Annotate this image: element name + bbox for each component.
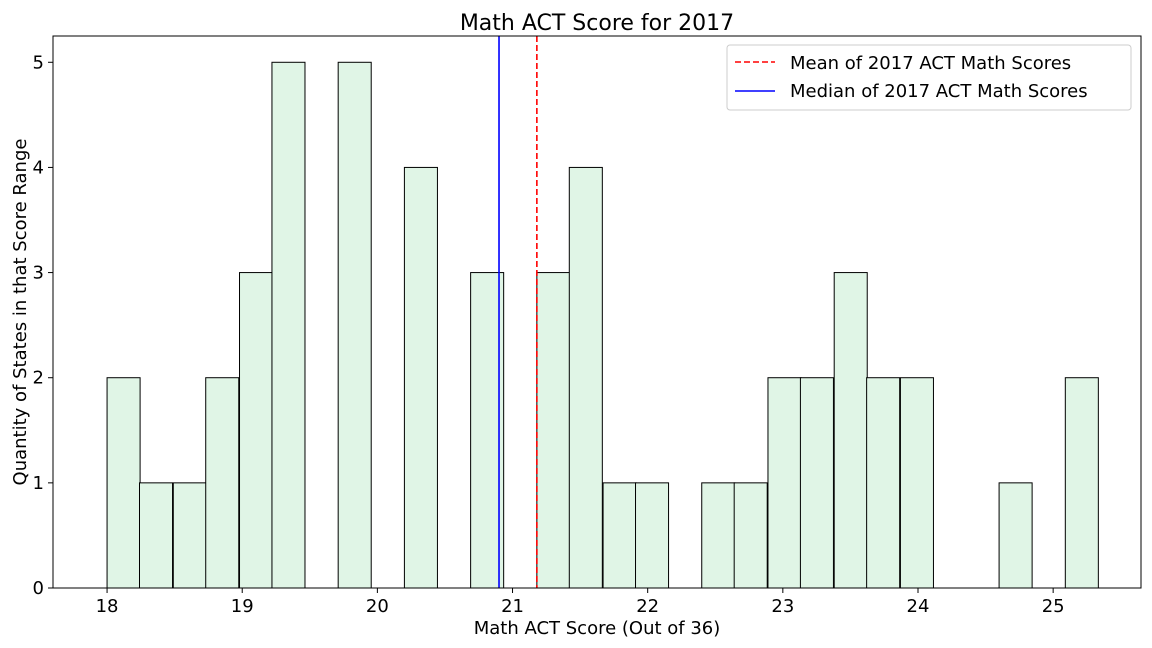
histogram-bar: [733, 482, 768, 589]
y-axis: 0 1 2 3 4 5: [33, 52, 53, 599]
x-tick-label: 22: [636, 596, 659, 617]
legend-mean-label: Mean of 2017 ACT Math Scores: [790, 53, 1071, 74]
y-tick-label: 4: [33, 157, 44, 178]
histogram-bar: [205, 377, 240, 589]
histogram-bar: [701, 482, 736, 589]
y-axis-title: Quantity of States in that Score Range: [10, 139, 31, 486]
histogram-bar: [536, 272, 571, 589]
y-tick-label: 1: [33, 473, 44, 494]
histogram-bar: [138, 482, 174, 589]
x-tick-label: 24: [907, 596, 930, 617]
bars-layer: [106, 61, 1099, 589]
plot-frame: [52, 35, 1142, 589]
histogram-bar: [899, 377, 934, 589]
legend-median-label: Median of 2017 ACT Math Scores: [790, 81, 1088, 102]
legend: Mean of 2017 ACT Math Scores Median of 2…: [726, 44, 1132, 111]
histogram-bar: [799, 377, 834, 589]
histogram-bar: [403, 166, 438, 589]
y-tick-label: 2: [33, 368, 44, 389]
x-tick-label: 18: [96, 596, 119, 617]
x-tick-label: 23: [771, 596, 794, 617]
histogram-bar: [833, 272, 868, 589]
y-tick-label: 0: [33, 578, 44, 599]
histogram-bar: [602, 482, 637, 589]
x-tick-label: 25: [1042, 596, 1065, 617]
x-axis: 18 19 20 21 22 23 24 25: [96, 588, 1065, 617]
histogram-bar: [172, 482, 207, 589]
histogram-bar: [767, 377, 802, 589]
histogram-bar: [271, 61, 306, 589]
x-tick-label: 21: [501, 596, 524, 617]
reference-lines: [498, 36, 538, 588]
histogram-bar: [866, 377, 901, 589]
chart-title: Math ACT Score for 2017: [460, 11, 734, 36]
histogram-bar: [106, 377, 141, 589]
histogram-bar: [635, 482, 670, 589]
y-tick-label: 3: [33, 263, 44, 284]
y-tick-label: 5: [33, 52, 44, 73]
histogram-bar: [1064, 377, 1099, 589]
histogram-bar: [337, 61, 372, 589]
histogram-bar: [998, 482, 1033, 589]
x-tick-label: 19: [231, 596, 254, 617]
x-tick-label: 20: [366, 596, 389, 617]
legend-box: [726, 44, 1132, 111]
histogram-bar: [568, 166, 603, 589]
histogram-bar: [470, 272, 505, 589]
histogram-bar: [239, 272, 274, 589]
x-axis-title: Math ACT Score (Out of 36): [474, 618, 721, 639]
